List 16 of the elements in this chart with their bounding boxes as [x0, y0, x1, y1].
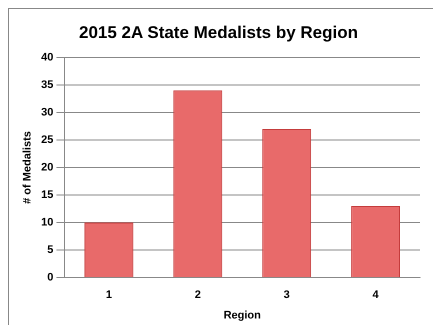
y-tick-label: 40: [41, 51, 54, 64]
y-tick-label: 5: [47, 244, 54, 256]
x-tick-label: 1: [106, 289, 112, 302]
y-tick-label: 20: [41, 162, 54, 174]
y-tick-label: 35: [41, 78, 54, 91]
y-tick-label: 30: [41, 106, 54, 118]
chart-title: 2015 2A State Medalists by Region: [78, 22, 358, 42]
x-axis-title: Region: [224, 309, 262, 322]
x-tick-label: 3: [284, 289, 290, 302]
y-axis-title: # of Medalists: [22, 131, 34, 204]
y-tick-label: 10: [41, 216, 54, 229]
y-tick-label: 15: [41, 189, 54, 202]
x-tick-label: 2: [194, 289, 201, 302]
y-tick-label: 0: [47, 272, 54, 284]
x-tick-label: 4: [372, 289, 380, 302]
y-tick-label: 25: [41, 134, 54, 146]
